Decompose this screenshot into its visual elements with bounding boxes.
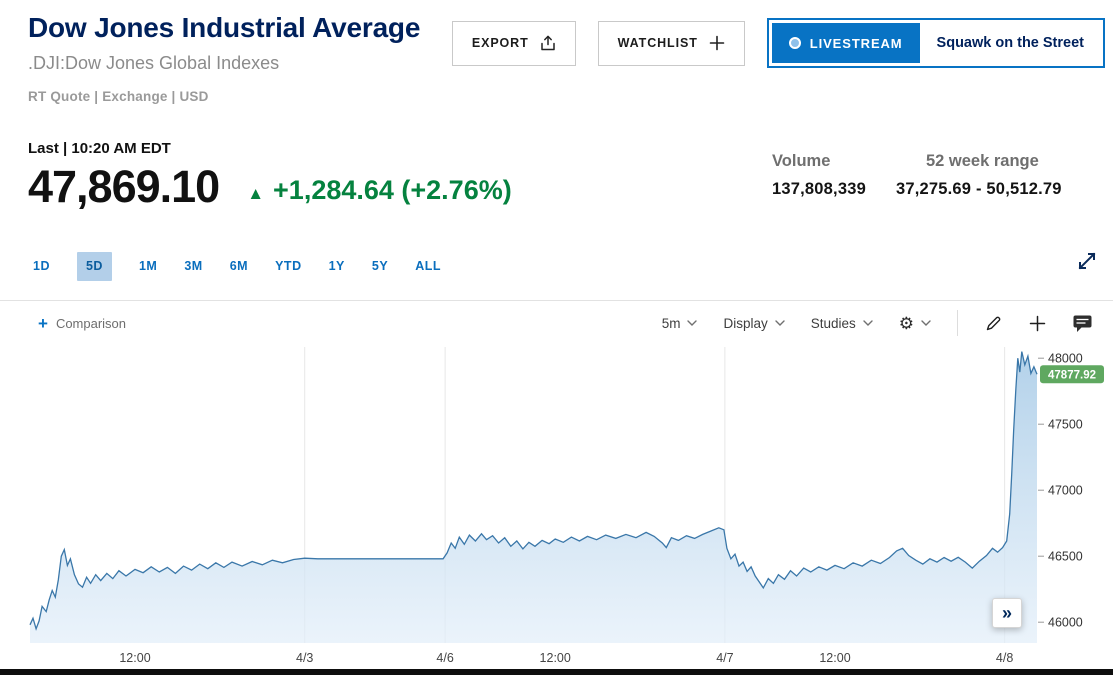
fullscreen-button[interactable] bbox=[1075, 250, 1099, 274]
livestream-module: LIVESTREAM Squawk on the Street bbox=[766, 18, 1105, 68]
livestream-label: LIVESTREAM bbox=[809, 35, 903, 51]
svg-text:4/3: 4/3 bbox=[296, 651, 313, 665]
price-row: 47,869.10 ▲ +1,284.64 (+2.76%) bbox=[28, 163, 512, 211]
change-value: +1,284.64 (+2.76%) bbox=[273, 175, 512, 205]
watchlist-button[interactable]: WATCHLIST bbox=[597, 20, 745, 66]
range-stat: 52 week range 37,275.69 - 50,512.79 bbox=[896, 152, 1062, 199]
chevron-down-icon bbox=[863, 320, 873, 326]
expand-icon bbox=[1078, 252, 1096, 270]
range-tabs: 1D 5D 1M 3M 6M YTD 1Y 5Y ALL bbox=[33, 252, 441, 281]
last-price-badge: 47877.92 bbox=[1040, 365, 1104, 384]
volume-value: 137,808,339 bbox=[772, 180, 866, 198]
pencil-icon bbox=[986, 316, 1001, 330]
draw-button[interactable] bbox=[984, 314, 1003, 333]
chart-y-axis: 48000 47500 47000 46500 46000 bbox=[1038, 352, 1083, 630]
studies-label: Studies bbox=[810, 315, 856, 331]
chart-toolbar: + Comparison 5m Display Studies ⚙ bbox=[0, 301, 1113, 345]
gear-icon: ⚙ bbox=[898, 313, 914, 333]
chart-module: + Comparison 5m Display Studies ⚙ bbox=[0, 300, 1113, 670]
instrument-header: Dow Jones Industrial Average .DJI:Dow Jo… bbox=[28, 12, 420, 104]
range-tab-ytd[interactable]: YTD bbox=[275, 252, 302, 281]
svg-text:12:00: 12:00 bbox=[819, 651, 850, 665]
interval-value: 5m bbox=[661, 315, 681, 331]
page-title: Dow Jones Industrial Average bbox=[28, 12, 421, 43]
range-tab-5y[interactable]: 5Y bbox=[372, 252, 388, 281]
header-actions: EXPORT WATCHLIST LIVESTREAM Squawk on th… bbox=[451, 18, 1105, 68]
range-tab-5d[interactable]: 5D bbox=[76, 252, 112, 281]
price-change: ▲ +1,284.64 (+2.76%) bbox=[247, 175, 512, 211]
chart-controls: 5m Display Studies ⚙ bbox=[662, 310, 1093, 336]
svg-text:4/6: 4/6 bbox=[436, 651, 453, 665]
range-tab-1y[interactable]: 1Y bbox=[329, 252, 345, 281]
range-tab-1m[interactable]: 1M bbox=[139, 252, 157, 281]
comparison-label: Comparison bbox=[55, 315, 127, 331]
chevron-down-icon bbox=[775, 320, 785, 326]
plus-icon bbox=[1029, 315, 1046, 331]
chevron-down-icon bbox=[921, 320, 931, 326]
display-dropdown[interactable]: Display bbox=[723, 315, 785, 331]
chart-area-fill bbox=[30, 351, 1037, 643]
chart-x-axis: 12:00 4/3 4/6 12:00 4/7 12:00 4/8 bbox=[119, 651, 1013, 665]
svg-text:47877.92: 47877.92 bbox=[1048, 369, 1096, 381]
quote-meta: RT Quote | Exchange | USD bbox=[28, 89, 209, 104]
range-tab-all[interactable]: ALL bbox=[415, 252, 441, 281]
svg-text:4/7: 4/7 bbox=[716, 651, 733, 665]
export-button[interactable]: EXPORT bbox=[451, 20, 576, 66]
last-timestamp: Last | 10:20 AM EDT bbox=[28, 140, 171, 157]
studies-dropdown[interactable]: Studies bbox=[811, 316, 873, 331]
comments-button[interactable] bbox=[1072, 314, 1093, 333]
plus-icon bbox=[709, 35, 725, 51]
export-icon bbox=[540, 35, 555, 51]
instrument-symbol: .DJI:Dow Jones Global Indexes bbox=[28, 53, 280, 73]
volume-label: Volume bbox=[772, 152, 831, 170]
comparison-plus-icon: + bbox=[38, 313, 48, 333]
svg-text:46500: 46500 bbox=[1048, 550, 1083, 564]
livestream-button[interactable]: LIVESTREAM bbox=[771, 23, 920, 63]
interval-dropdown[interactable]: 5m bbox=[662, 316, 698, 331]
speech-bubble-icon bbox=[1073, 315, 1092, 332]
svg-text:46000: 46000 bbox=[1048, 616, 1083, 630]
last-price: 47,869.10 bbox=[28, 161, 220, 212]
range-tab-6m[interactable]: 6M bbox=[230, 252, 248, 281]
jump-to-latest-button[interactable]: » bbox=[992, 598, 1022, 628]
volume-stat: Volume 137,808,339 bbox=[772, 152, 866, 199]
svg-text:48000: 48000 bbox=[1048, 352, 1083, 366]
range-tab-1d[interactable]: 1D bbox=[33, 252, 50, 281]
range-label: 52 week range bbox=[925, 152, 1039, 170]
quote-summary: Last | 10:20 AM EDT 47,869.10 ▲ +1,284.6… bbox=[28, 140, 512, 211]
export-label: EXPORT bbox=[471, 36, 529, 50]
quote-stats: Volume 137,808,339 52 week range 37,275.… bbox=[772, 152, 1062, 199]
bottom-bar bbox=[0, 669, 1113, 675]
toolbar-divider bbox=[957, 310, 958, 336]
svg-text:12:00: 12:00 bbox=[540, 651, 571, 665]
display-label: Display bbox=[723, 315, 768, 331]
add-comparison-button[interactable]: + Comparison bbox=[38, 315, 126, 332]
livestream-show-title[interactable]: Squawk on the Street bbox=[936, 35, 1084, 51]
add-chart-button[interactable] bbox=[1029, 315, 1046, 332]
svg-text:4/8: 4/8 bbox=[996, 651, 1013, 665]
chart-price-line bbox=[29, 351, 1038, 631]
settings-dropdown[interactable]: ⚙ bbox=[899, 315, 931, 332]
range-tab-3m[interactable]: 3M bbox=[184, 252, 202, 281]
svg-text:47500: 47500 bbox=[1048, 418, 1083, 432]
live-dot-icon bbox=[788, 37, 801, 49]
watchlist-label: WATCHLIST bbox=[617, 36, 698, 50]
price-chart[interactable]: 48000 47500 47000 46500 46000 12:00 4/3 4/6 12:… bbox=[0, 345, 1113, 670]
range-value: 37,275.69 - 50,512.79 bbox=[895, 180, 1062, 198]
up-arrow-icon: ▲ bbox=[247, 184, 265, 203]
svg-text:47000: 47000 bbox=[1048, 484, 1083, 498]
svg-text:12:00: 12:00 bbox=[119, 651, 150, 665]
chevron-down-icon bbox=[687, 320, 698, 326]
